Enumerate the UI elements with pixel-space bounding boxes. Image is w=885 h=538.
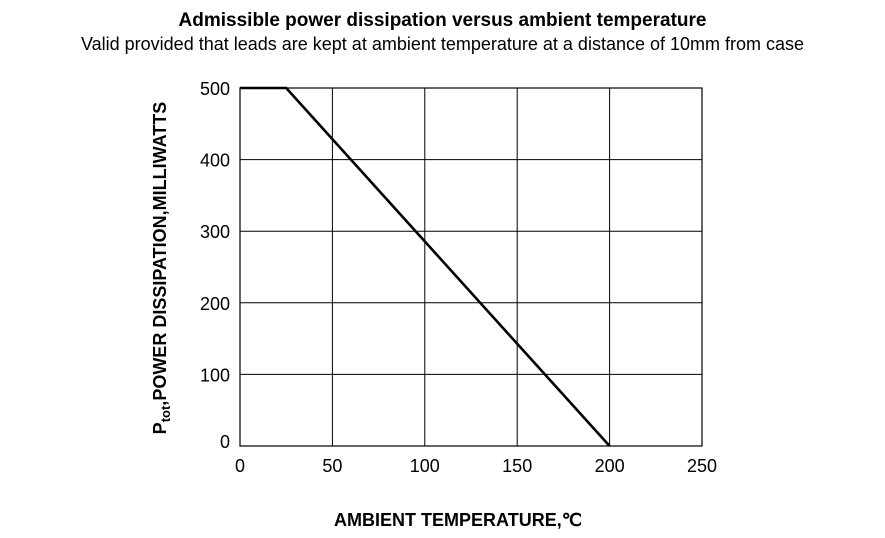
x-tick-label-200: 200 xyxy=(595,456,625,476)
y-axis-title-subscript: tot xyxy=(158,405,173,422)
y-tick-label-100: 100 xyxy=(200,365,230,385)
x-axis-title: AMBIENT TEMPERATURE,℃ xyxy=(334,510,582,530)
y-axis-title-prefix: P xyxy=(150,422,170,434)
x-tick-label-0: 0 xyxy=(235,456,245,476)
grid-lines xyxy=(240,88,702,446)
series-layer xyxy=(240,86,611,447)
chart-subtitle: Valid provided that leads are kept at am… xyxy=(80,34,805,54)
series-line-0 xyxy=(240,86,611,447)
x-tick-label-250: 250 xyxy=(687,456,717,476)
y-tick-label-200: 200 xyxy=(200,294,230,314)
y-axis-title-rest: ,POWER DISSIPATION,MILLIWATTS xyxy=(150,102,170,406)
x-tick-label-100: 100 xyxy=(410,456,440,476)
x-tick-labels: 0 50 100 150 200 250 xyxy=(235,456,717,476)
y-axis-title: Ptot,POWER DISSIPATION,MILLIWATTS xyxy=(150,102,173,435)
plot-frame xyxy=(239,87,703,447)
x-tick-label-50: 50 xyxy=(322,456,342,476)
y-tick-label-400: 400 xyxy=(200,151,230,171)
y-tick-label-0: 0 xyxy=(220,432,230,452)
y-tick-labels: 0 100 200 300 400 500 xyxy=(200,79,230,452)
chart-title: Admissible power dissipation versus ambi… xyxy=(178,10,707,31)
y-tick-label-500: 500 xyxy=(200,79,230,99)
x-tick-label-150: 150 xyxy=(502,456,532,476)
y-tick-label-300: 300 xyxy=(200,222,230,242)
